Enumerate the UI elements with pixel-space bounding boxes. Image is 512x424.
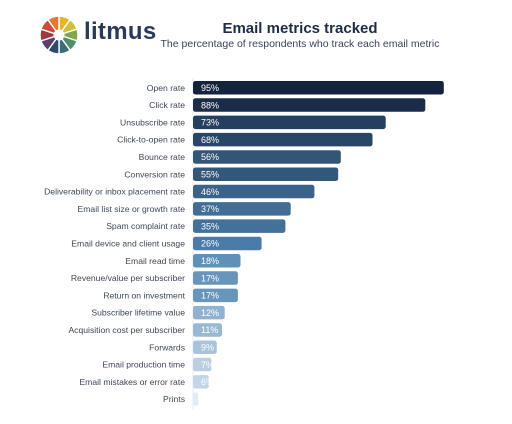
category-label: Email device and client usage [71,238,185,248]
bar [193,150,341,164]
litmus-logo-icon [39,15,79,55]
bar [193,357,212,372]
value-label: 37% [201,204,219,214]
bar [193,340,217,354]
category-label: Prints [163,394,185,404]
category-label: Open rate [147,83,185,93]
brand-name: litmus [84,18,157,45]
bar [193,219,286,233]
value-label: 88% [201,100,219,110]
value-label: 17% [201,291,219,301]
category-label: Click rate [149,100,185,110]
value-label: 73% [201,118,219,128]
bar [193,375,209,389]
category-label: Conversion rate [124,169,185,179]
category-label: Revenue/value per subscriber [71,273,185,283]
value-label: 11% [201,325,218,335]
bar [193,81,444,95]
value-label: 26% [201,239,219,249]
value-label: 6% [201,377,214,387]
category-label: Spam complaint rate [106,221,185,231]
category-label: Email read time [125,256,185,266]
bar [193,98,426,112]
value-label: 35% [201,221,219,231]
bar [193,323,222,337]
chart-title: Email metrics tracked [222,20,378,37]
value-label: 56% [201,152,219,162]
category-label: Subscriber lifetime value [91,308,185,318]
bar [193,167,339,181]
logo-wedge [46,15,60,38]
value-label: 2% [201,394,214,404]
value-label: 95% [201,83,219,93]
value-label: 46% [201,187,219,197]
category-label: Forwards [149,342,185,352]
value-label: 12% [201,308,219,318]
bar [193,202,291,216]
bar [193,288,238,303]
category-label: Deliverability or inbox placement rate [44,187,185,197]
chart-subtitle: The percentage of respondents who track … [160,38,440,50]
value-label: 18% [201,256,219,266]
category-label: Unsubscribe rate [120,117,185,127]
category-label: Email list size or growth rate [78,204,186,214]
bar [193,254,241,268]
category-label: Bounce rate [139,152,186,162]
bar [193,236,262,251]
bar [193,115,386,130]
bar [193,184,315,199]
category-label: Email production time [102,360,185,370]
bar [193,392,199,406]
category-label: Return on investment [103,290,185,300]
value-label: 7% [201,360,214,370]
bar-chart: Open rate 95% Click rate 88% Unsubscribe rat… [44,78,444,410]
bar [193,271,238,285]
value-label: 17% [201,273,219,283]
logo-center [53,29,65,41]
category-label: Email mistakes or error rate [79,377,185,387]
category-label: Click-to-open rate [117,135,185,145]
value-label: 55% [201,169,219,179]
bar [193,305,225,320]
value-label: 68% [201,135,219,145]
category-label: Acquisition cost per subscriber [68,325,185,335]
bar [193,132,373,147]
value-label: 9% [201,342,214,352]
